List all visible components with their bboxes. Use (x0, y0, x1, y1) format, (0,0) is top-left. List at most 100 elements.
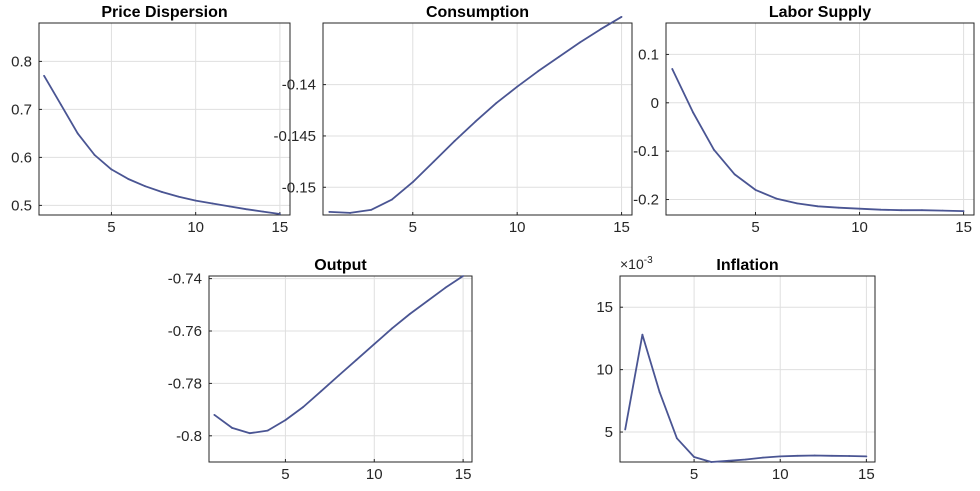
labor-supply-axes-frame (665, 22, 975, 216)
labor-supply-data-point (900, 209, 903, 212)
inflation-ytick-label: 5 (605, 424, 613, 441)
labor-supply-series-line (671, 68, 964, 212)
consumption-data-point (495, 102, 498, 104)
labor-supply-data-point (733, 173, 736, 176)
consumption-xtick-label: 10 (509, 219, 526, 236)
panel-output: 5 10 15 -0.8 -0.78 -0.76 -0.74 Output (168, 257, 473, 483)
labor-supply-ytick-label: -0.2 (633, 192, 659, 209)
output-data-point (444, 286, 447, 289)
output-data-point (355, 358, 358, 361)
labor-supply-data-point (962, 210, 965, 213)
labor-supply-ytick-label: -0.1 (633, 143, 659, 160)
inflation-data-point (779, 455, 782, 458)
inflation-data-point (641, 333, 644, 336)
inflation-data-point (727, 459, 730, 462)
inflation-data-point (658, 391, 661, 393)
inflation-title: Inflation (716, 257, 778, 274)
output-data-point (284, 419, 287, 421)
consumption-data-point (516, 85, 519, 88)
labor-supply-data-point (671, 68, 674, 70)
price-dispersion-title: Price Dispersion (101, 4, 227, 21)
panel-inflation: 5 10 15 5 10 15 Inflation ×10-3 (596, 255, 876, 483)
output-ytick-label: -0.76 (168, 323, 202, 340)
consumption-data-point (537, 70, 539, 73)
consumption-axes-frame (322, 22, 633, 216)
consumption-data-point (328, 211, 331, 213)
consumption-ytick-label: -0.145 (273, 128, 316, 145)
inflation-xtick-label: 15 (858, 466, 875, 483)
labor-supply-title: Labor Supply (769, 4, 871, 21)
inflation-data-point (865, 455, 868, 458)
labor-supply-data-point (858, 207, 861, 210)
consumption-data-point (599, 28, 602, 31)
inflation-ytick-label: 10 (596, 362, 613, 379)
labor-supply-data-point (754, 188, 757, 191)
price-dispersion-ytick-label: 0.8 (11, 53, 32, 70)
inflation-data-point (744, 458, 747, 461)
output-data-point (302, 406, 305, 408)
inflation-series-line (624, 333, 867, 463)
panel-price-dispersion: 5 10 15 0.5 0.6 0.7 0.8 Price Dispersion (11, 4, 291, 236)
output-data-point (266, 429, 269, 432)
price-dispersion-ytick-label: 0.7 (11, 101, 32, 118)
labor-supply-data-point (775, 197, 778, 200)
output-axes-frame (208, 275, 473, 463)
price-dispersion-data-point (93, 154, 96, 156)
inflation-data-point (675, 437, 678, 440)
labor-supply-data-point (796, 202, 799, 205)
output-xtick-label: 15 (455, 466, 472, 483)
labor-supply-xtick-label: 10 (851, 219, 868, 236)
consumption-data-point (349, 212, 352, 214)
output-data-point (462, 275, 465, 277)
consumption-data-point (620, 15, 623, 18)
labor-supply-data-point (879, 208, 882, 211)
inflation-data-point (762, 456, 764, 459)
labor-supply-xtick-label: 15 (955, 219, 972, 236)
price-dispersion-data-point (177, 195, 180, 198)
output-series-line (213, 275, 464, 435)
price-dispersion-data-point (110, 168, 113, 171)
output-data-point (408, 313, 411, 315)
consumption-xtick-label: 5 (409, 219, 417, 236)
price-dispersion-data-point (144, 185, 147, 188)
labor-supply-ytick-label: 0 (651, 95, 659, 112)
output-data-point (248, 432, 251, 435)
labor-supply-data-point (692, 111, 694, 114)
consumption-ytick-label: -0.14 (282, 77, 316, 94)
panel-labor-supply: 5 10 15 -0.2 -0.1 0 0.1 Labor Supply (633, 4, 975, 236)
inflation-data-point (848, 455, 851, 457)
inflation-ytick-label: 15 (596, 299, 613, 316)
inflation-xtick-label: 5 (690, 466, 698, 483)
output-ytick-label: -0.74 (168, 271, 202, 288)
price-dispersion-data-point (59, 103, 62, 106)
labor-supply-ytick-label: 0.1 (638, 46, 659, 63)
panel-consumption: 5 10 15 -0.15 -0.145 -0.14 Consumption (273, 4, 633, 236)
price-dispersion-data-point (161, 191, 163, 193)
inflation-data-point (813, 454, 816, 457)
output-xtick-label: 10 (366, 466, 383, 483)
price-dispersion-data-point (43, 74, 45, 77)
output-data-point (231, 427, 234, 429)
consumption-data-point (411, 181, 414, 184)
price-dispersion-ytick-label: 0.6 (11, 149, 32, 166)
price-dispersion-xtick-label: 15 (272, 219, 289, 236)
price-dispersion-ytick-label: 0.5 (11, 197, 32, 214)
output-data-point (426, 299, 429, 302)
consumption-title: Consumption (426, 4, 529, 21)
labor-supply-data-point (712, 148, 715, 151)
labor-supply-data-point (837, 206, 840, 209)
labor-supply-data-point (817, 205, 819, 208)
output-ytick-label: -0.8 (176, 428, 202, 445)
inflation-data-point (624, 428, 627, 431)
consumption-data-point (558, 55, 560, 58)
price-dispersion-data-point (211, 202, 214, 205)
output-xtick-label: 5 (281, 466, 289, 483)
inflation-xtick-label: 10 (772, 466, 789, 483)
labor-supply-data-point (921, 209, 923, 212)
price-dispersion-axes-frame (38, 22, 291, 216)
output-data-point (337, 374, 340, 377)
inflation-data-point (693, 456, 695, 458)
consumption-ytick-label: -0.15 (282, 179, 316, 196)
output-data-point (373, 343, 376, 346)
